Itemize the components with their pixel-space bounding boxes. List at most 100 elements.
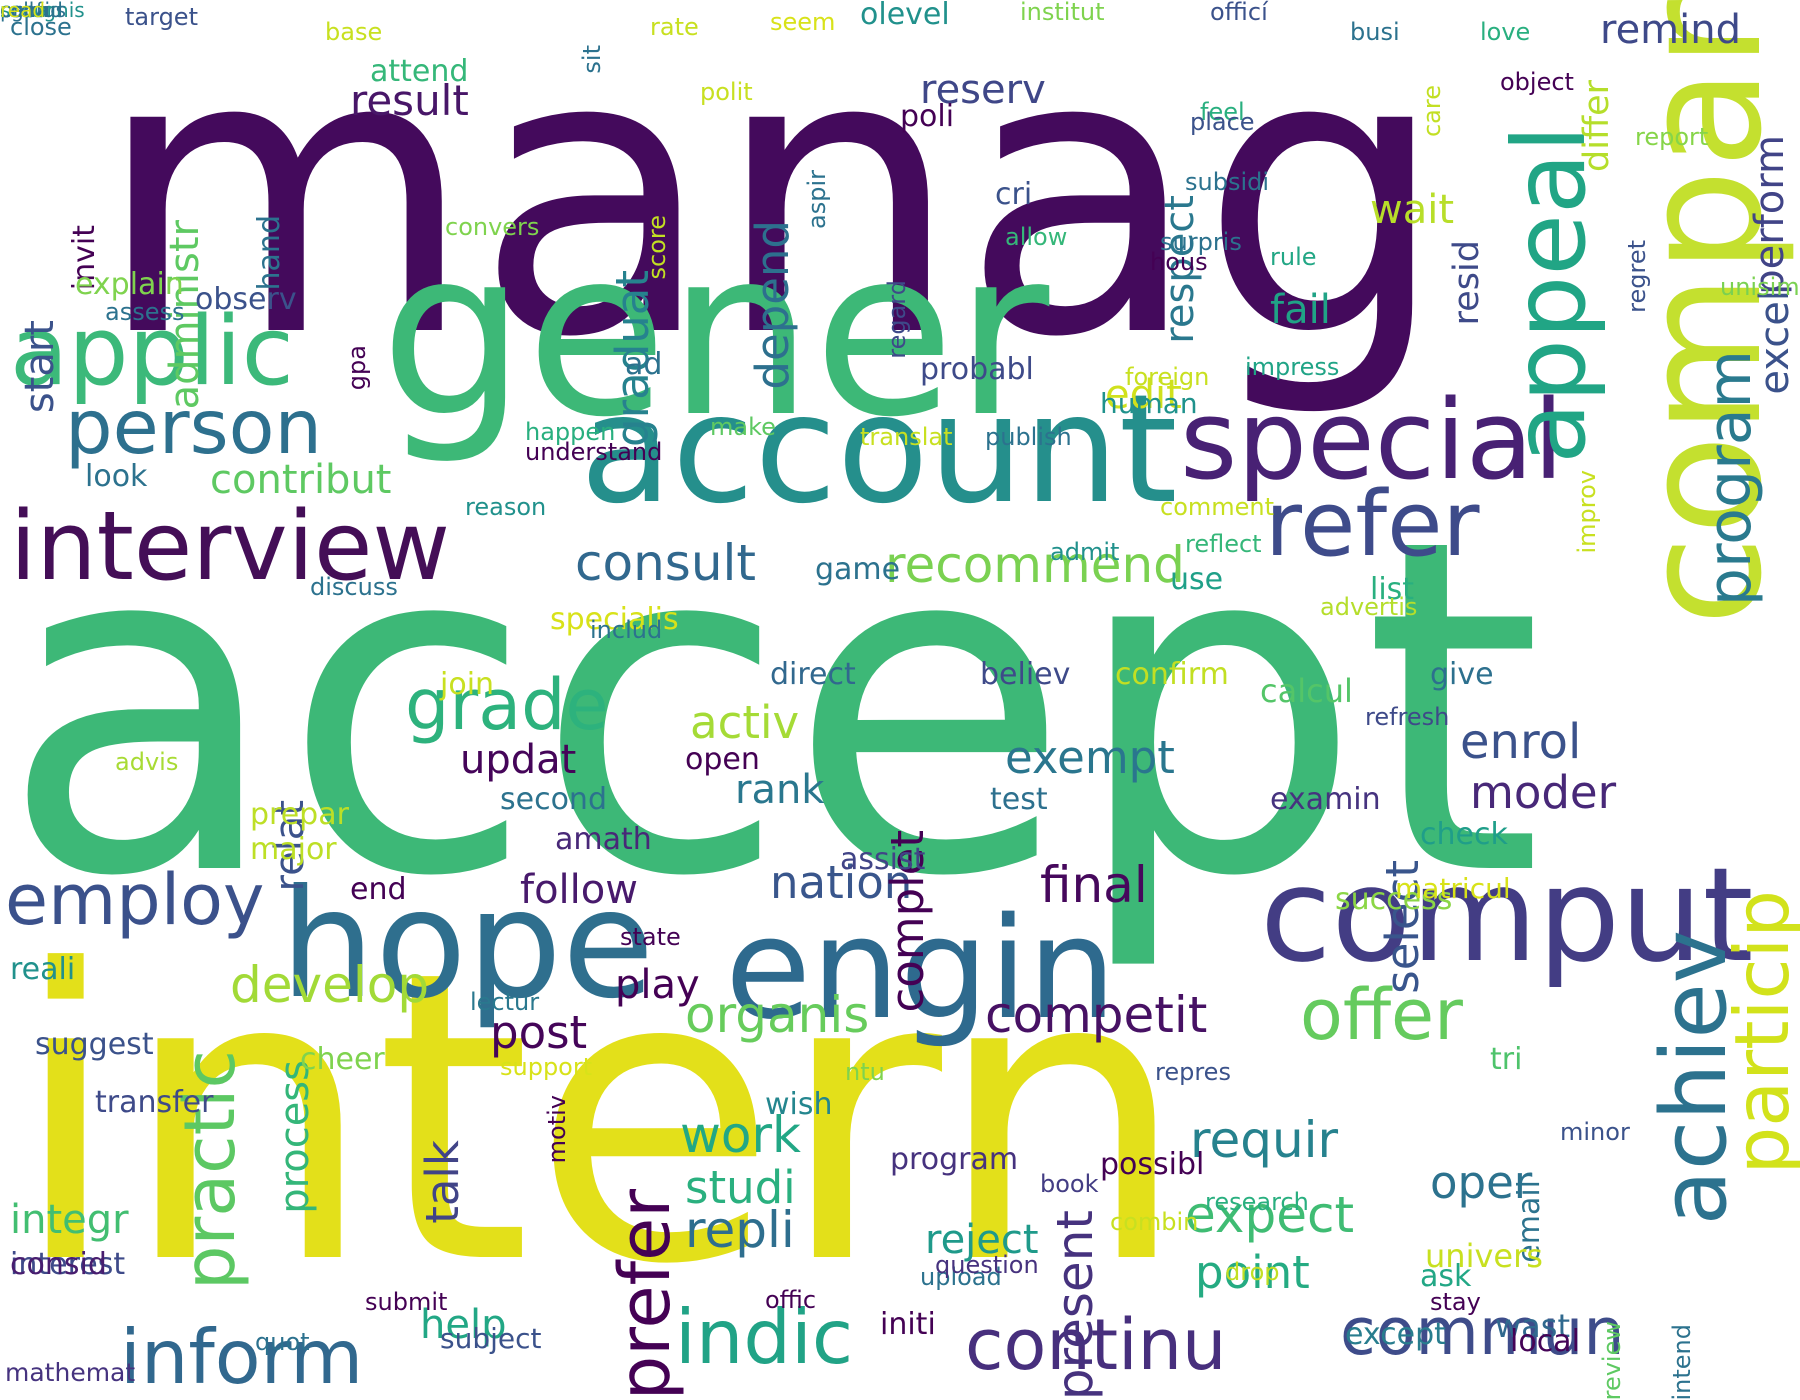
word-143: rule <box>1270 243 1317 271</box>
word-165: score <box>643 215 671 280</box>
word-3: gener <box>380 201 1050 468</box>
word-20: inform <box>120 1313 364 1400</box>
word-34: exempt <box>1005 731 1175 784</box>
word-84: matricul <box>1395 872 1511 905</box>
word-115: cheer <box>300 1042 385 1077</box>
word-80: list <box>1370 572 1415 607</box>
word-40: enrol <box>1460 714 1582 770</box>
word-136: advertis <box>1320 593 1418 621</box>
word-98: reali <box>10 952 76 987</box>
word-63: edit <box>1105 372 1182 418</box>
word-10: applic <box>10 297 294 407</box>
word-41: moder <box>1470 766 1617 819</box>
word-87: univers <box>1425 1237 1543 1275</box>
word-196: cgpa <box>0 0 49 22</box>
word-118: program <box>890 1142 1019 1177</box>
word-129: ntu <box>845 1058 885 1086</box>
word-158: olevel <box>860 0 950 32</box>
word-75: integr <box>10 1197 129 1243</box>
word-178: observ <box>195 282 297 317</box>
word-193: recognis <box>0 0 85 22</box>
word-126: research <box>1205 1188 1309 1216</box>
word-52: reserv <box>920 67 1046 113</box>
word-29: competit <box>985 986 1208 1044</box>
word-44: rank <box>735 767 825 813</box>
word-33: nation <box>770 856 913 909</box>
word-180: ad <box>625 347 663 382</box>
word-111: assist <box>840 842 926 877</box>
word-181: probabl <box>920 352 1034 387</box>
word-114: lectur <box>470 988 540 1016</box>
word-64: human <box>1100 387 1198 420</box>
word-50: point <box>1195 1246 1310 1299</box>
word-138: reflect <box>1185 530 1262 558</box>
word-199: read <box>0 0 46 22</box>
word-171: target <box>125 3 198 31</box>
word-147: object <box>1500 68 1574 96</box>
word-1: manag <box>95 0 1448 422</box>
word-23: continu <box>965 1304 1227 1386</box>
word-117: wish <box>765 1087 833 1122</box>
word-70: follow <box>520 867 638 913</box>
word-137: admit <box>1050 538 1120 566</box>
word-95: mathemat <box>5 1358 136 1387</box>
word-187: look <box>85 459 148 494</box>
word-185: translat <box>860 423 953 451</box>
word-128: combin <box>1110 1208 1199 1236</box>
word-194: provid <box>0 0 63 22</box>
word-17: particip <box>1718 890 1800 1175</box>
word-186: publish <box>985 423 1072 451</box>
word-151: feel <box>1200 98 1245 126</box>
word-142: foreign <box>1125 363 1210 391</box>
word-120: submit <box>365 1288 448 1316</box>
word-101: advis <box>115 748 179 776</box>
word-112: end <box>350 872 407 907</box>
word-182: happen <box>525 418 616 446</box>
word-122: offic <box>765 1286 817 1314</box>
word-144: unisim <box>1720 273 1800 301</box>
word-163: regard <box>883 280 911 359</box>
word-78: reject <box>925 1217 1039 1263</box>
word-183: understand <box>525 438 663 466</box>
word-5: account <box>580 363 1178 537</box>
word-71: confirm <box>1115 657 1229 692</box>
word-0: accept <box>0 442 1544 977</box>
word-81: use <box>1170 562 1224 597</box>
word-45: repli <box>685 1201 795 1259</box>
word-191: specialis <box>550 602 679 637</box>
word-149: love <box>1480 18 1531 46</box>
word-103: prepar <box>250 797 349 832</box>
word-90: wast <box>1495 1307 1570 1345</box>
word-157: institut <box>1020 0 1105 26</box>
word-109: believ <box>980 657 1071 692</box>
word-9: special <box>1180 376 1564 504</box>
word-116: support <box>500 1053 593 1081</box>
word-30: organis <box>685 986 870 1044</box>
word-164: convers <box>445 213 540 241</box>
word-94: interest <box>10 1247 126 1282</box>
word-132: review <box>1598 1320 1626 1400</box>
word-141: impress <box>1245 353 1340 381</box>
word-77: help <box>420 1302 507 1348</box>
word-96: quot <box>255 1328 310 1356</box>
word-177: explain <box>75 267 184 302</box>
word-170: base <box>325 18 383 46</box>
word-189: game <box>815 552 901 587</box>
word-31: develop <box>230 956 430 1014</box>
word-58: depend <box>746 220 799 390</box>
word-36: requir <box>1190 1111 1339 1169</box>
word-28: recommend <box>885 536 1185 594</box>
word-160: poli <box>900 99 955 134</box>
word-145: regret <box>1623 240 1651 313</box>
word-168: rate <box>650 13 699 41</box>
word-61: fail <box>1270 287 1331 333</box>
word-27: consult <box>575 534 757 592</box>
word-82: tri <box>1490 1042 1523 1077</box>
word-51: result <box>350 76 469 125</box>
word-35: expect <box>1185 1186 1355 1244</box>
word-8: engin <box>725 888 1117 1051</box>
word-2: intern <box>10 887 1189 1352</box>
word-105: second <box>500 782 607 817</box>
word-100: transfer <box>95 1085 214 1120</box>
word-148: busi <box>1350 18 1400 46</box>
